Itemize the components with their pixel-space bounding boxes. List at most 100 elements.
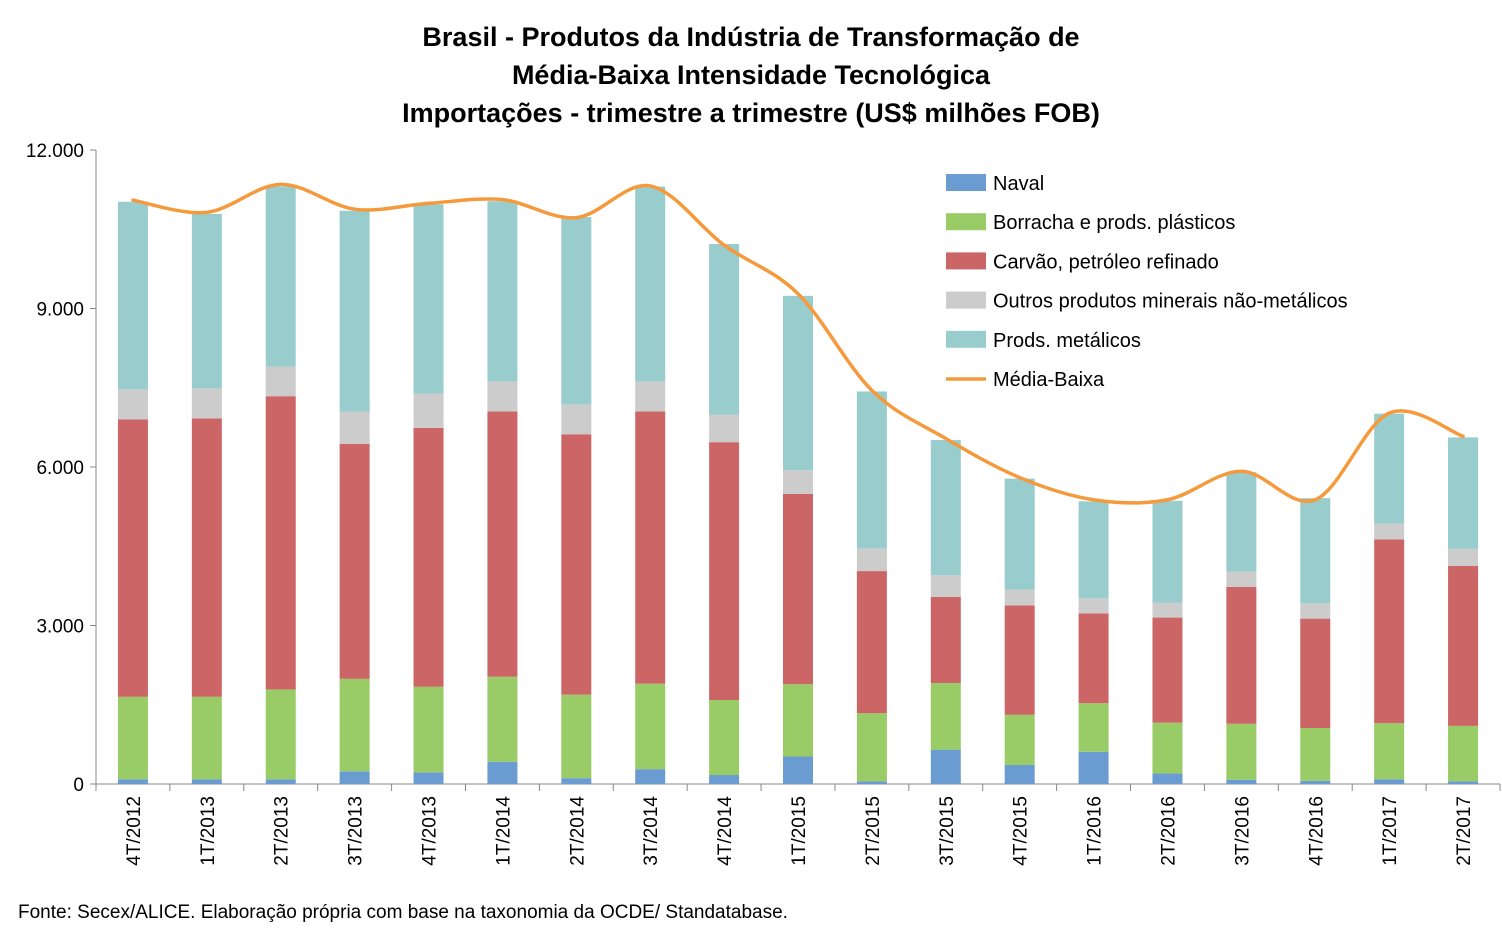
y-tick-label: 12.000 xyxy=(26,141,84,162)
bar-segment xyxy=(413,686,444,773)
legend-label: Naval xyxy=(993,173,1044,195)
bar-segment xyxy=(191,779,222,784)
chart-title: Brasil - Produtos da Indústria de Transf… xyxy=(0,18,1502,132)
legend-swatch xyxy=(946,213,986,231)
legend-item: Prods. metálicos xyxy=(946,330,1141,352)
x-tick-label: 1T/2013 xyxy=(198,796,219,866)
bar-segment xyxy=(783,295,813,471)
bar-segment xyxy=(930,440,961,576)
bar-segment xyxy=(413,427,444,687)
bar-segment xyxy=(561,778,592,784)
bar-segment xyxy=(709,244,740,415)
y-tick-label: 0 xyxy=(73,775,84,796)
legend-item: Borracha e prods. plásticos xyxy=(946,212,1235,234)
bar-segment xyxy=(561,217,592,405)
bar-segment xyxy=(1374,413,1405,524)
bar-segment xyxy=(1004,605,1035,715)
x-tick-label: 4T/2015 xyxy=(1011,796,1032,866)
bar-segment xyxy=(191,696,222,780)
bar-segment xyxy=(191,388,222,419)
bar-segment xyxy=(339,678,370,772)
chart-title-line-2: Média-Baixa Intensidade Tecnológica xyxy=(511,60,991,90)
bar-segment xyxy=(487,761,518,784)
legend-swatch xyxy=(946,330,986,348)
legend-item: Naval xyxy=(946,173,1044,195)
bar-segment xyxy=(561,404,592,435)
bar-segment xyxy=(265,689,296,780)
bar-segment xyxy=(783,493,813,685)
legend-label: Carvão, petróleo refinado xyxy=(993,251,1219,273)
bar-segment xyxy=(856,781,887,784)
x-tick-label: 2T/2017 xyxy=(1454,796,1475,866)
x-tick-label: 4T/2013 xyxy=(420,796,441,866)
bar-segment xyxy=(191,213,222,389)
bar-segment xyxy=(1004,589,1035,606)
legend-item: Média-Baixa xyxy=(946,369,1105,391)
x-tick-label: 1T/2015 xyxy=(789,796,810,866)
bar-segment xyxy=(487,381,518,412)
legend-swatch xyxy=(946,291,986,309)
bar-segment xyxy=(930,596,961,684)
bar-segment xyxy=(856,548,887,572)
bar-segment xyxy=(191,418,222,697)
bar-segment xyxy=(339,771,370,784)
bar-segment xyxy=(709,442,740,700)
bar-segment xyxy=(1226,586,1257,724)
bar-segment xyxy=(1152,602,1183,618)
bar-segment xyxy=(1152,773,1183,784)
chart-title-line-3: Importações - trimestre a trimestre (US$… xyxy=(402,98,1100,128)
bar-segment xyxy=(265,186,296,367)
bar-segment xyxy=(413,772,444,784)
x-tick-label: 3T/2015 xyxy=(937,796,958,866)
line-series-group xyxy=(131,182,1465,505)
bar-segment xyxy=(709,414,740,443)
bar-segment xyxy=(1004,764,1035,784)
chart-title-line-1: Brasil - Produtos da Indústria de Transf… xyxy=(422,22,1080,52)
legend-swatch xyxy=(946,174,986,191)
y-tick-label: 3.000 xyxy=(36,617,84,638)
bar-segment xyxy=(413,393,444,428)
bar-segment xyxy=(783,684,813,757)
legend-label: Prods. metálicos xyxy=(993,330,1141,352)
x-tick-label: 2T/2015 xyxy=(863,796,884,866)
bar-segment xyxy=(1300,780,1331,784)
bar-segment xyxy=(709,775,740,784)
bar-segment xyxy=(1448,548,1479,566)
bar-segment xyxy=(1448,725,1479,782)
bar-segment xyxy=(1078,613,1109,704)
bar-segment xyxy=(1152,500,1183,603)
x-tick-label: 1T/2014 xyxy=(493,796,514,866)
x-tick-label: 3T/2013 xyxy=(346,796,367,866)
legend: Naval Borracha e prods. plásticos Carvão, … xyxy=(946,173,1348,391)
bar-segment xyxy=(709,699,740,776)
bar-segment xyxy=(117,389,148,420)
x-tick-label: 1T/2016 xyxy=(1085,796,1106,866)
bar-segment xyxy=(1226,571,1257,587)
bar-segment xyxy=(1374,523,1405,540)
bar-segment xyxy=(635,186,666,382)
x-tick-label: 2T/2014 xyxy=(567,796,588,866)
bar-segment xyxy=(1152,722,1183,774)
bar-stack-group xyxy=(117,186,1479,784)
x-tick-label: 4T/2014 xyxy=(715,796,736,866)
x-tick-label: 3T/2014 xyxy=(641,796,662,866)
bar-segment xyxy=(339,411,370,444)
x-tick-label: 4T/2016 xyxy=(1306,796,1327,866)
y-tick-label: 9.000 xyxy=(36,300,84,321)
x-tick-label: 3T/2016 xyxy=(1232,796,1253,866)
x-tick-label: 4T/2012 xyxy=(124,796,145,866)
bar-segment xyxy=(1078,703,1109,752)
bar-segment xyxy=(117,201,148,390)
bar-segment xyxy=(635,381,666,412)
bar-segment xyxy=(783,470,813,494)
bar-segment xyxy=(635,683,666,770)
bar-segment xyxy=(1226,779,1257,784)
bar-segment xyxy=(930,575,961,597)
legend-label: Borracha e prods. plásticos xyxy=(993,212,1235,234)
bar-segment xyxy=(1078,751,1109,784)
bar-segment xyxy=(930,749,961,784)
bar-segment xyxy=(561,434,592,695)
bar-segment xyxy=(635,411,666,684)
legend-label: Média-Baixa xyxy=(993,369,1105,391)
